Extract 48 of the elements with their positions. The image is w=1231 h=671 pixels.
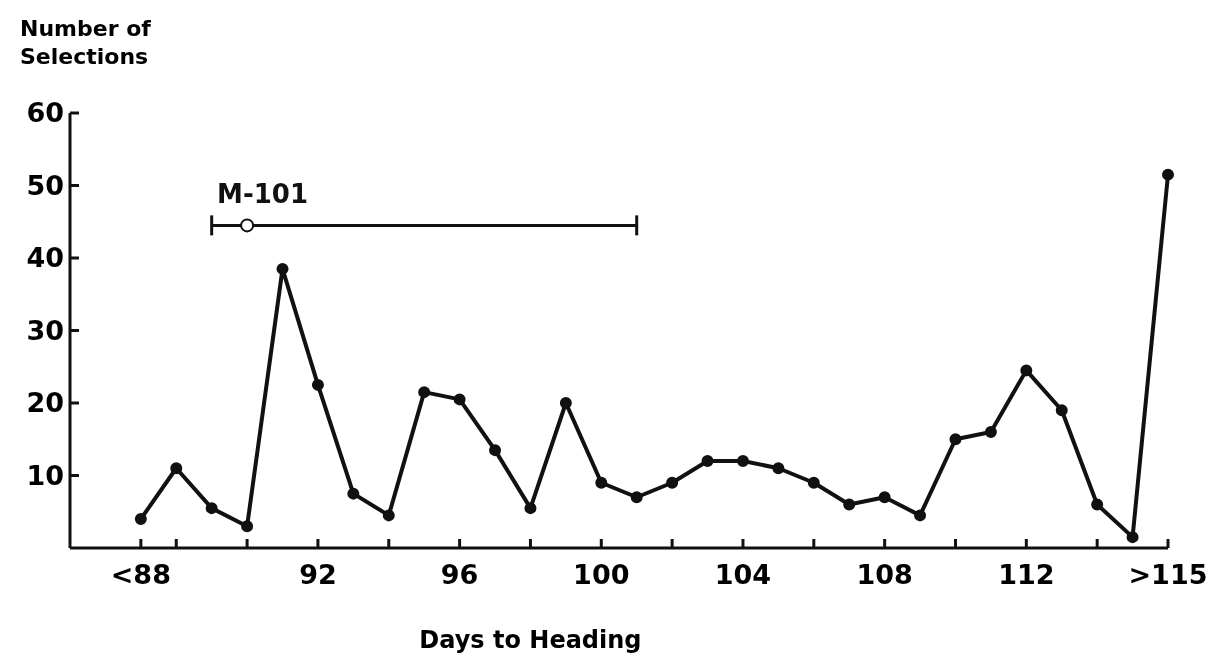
y-tick-label: 50 xyxy=(26,169,64,201)
x-tick-label: 100 xyxy=(573,559,630,590)
y-tick-label: 30 xyxy=(26,314,64,346)
x-tick-label: <88 xyxy=(110,559,171,590)
point xyxy=(1055,404,1068,417)
point xyxy=(170,462,183,475)
point xyxy=(984,426,997,438)
point xyxy=(1126,531,1139,544)
point xyxy=(453,393,466,406)
point xyxy=(134,513,147,525)
x-tick-label: >115 xyxy=(1128,559,1208,590)
point xyxy=(807,476,820,489)
x-tick-label: 112 xyxy=(998,559,1055,590)
point xyxy=(666,476,679,489)
point xyxy=(595,476,608,489)
y-tick-label: 20 xyxy=(26,387,64,419)
point xyxy=(524,502,537,515)
point xyxy=(489,444,502,457)
point xyxy=(276,262,289,275)
x-tick-label: 108 xyxy=(856,559,913,590)
y-axis-title: Number of Selections xyxy=(20,16,152,69)
point xyxy=(1020,364,1033,377)
point xyxy=(241,520,254,533)
point xyxy=(418,386,431,399)
point xyxy=(630,491,643,504)
x-tick-label: 92 xyxy=(299,559,337,590)
y-tick-label: 60 xyxy=(26,97,64,129)
point xyxy=(382,509,395,522)
series-label: M-101 xyxy=(217,179,309,210)
point xyxy=(1162,168,1174,181)
point xyxy=(701,455,714,467)
point xyxy=(772,462,785,475)
point xyxy=(240,218,255,233)
point xyxy=(914,509,927,522)
x-axis-title: Days to Heading xyxy=(419,626,642,654)
point xyxy=(311,378,324,391)
x-tick-label: 96 xyxy=(440,559,479,590)
point xyxy=(559,397,572,409)
point xyxy=(736,455,749,467)
point xyxy=(205,502,218,515)
y-tick-label: 40 xyxy=(26,242,64,274)
point xyxy=(1091,498,1104,511)
x-tick-label: 104 xyxy=(714,559,772,590)
point xyxy=(949,433,962,446)
point xyxy=(843,498,856,511)
point xyxy=(878,491,891,504)
point xyxy=(347,487,360,500)
y-tick-label: 10 xyxy=(26,459,64,491)
